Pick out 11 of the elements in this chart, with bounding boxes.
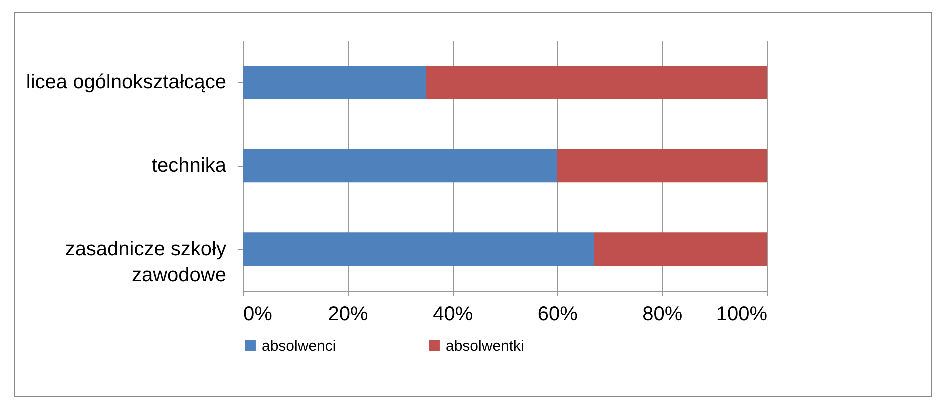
x-tick-label: 100% bbox=[716, 304, 768, 326]
legend-label: absolwentki bbox=[446, 338, 524, 355]
y-tick-label: zasadnicze szkoły zawodowe bbox=[65, 238, 226, 286]
y-tick-label: technika bbox=[152, 155, 228, 177]
x-tick-label: 40% bbox=[433, 304, 474, 326]
x-tick-label: 60% bbox=[538, 304, 578, 326]
x-tick-label: 20% bbox=[328, 304, 369, 326]
x-tick-label: 80% bbox=[642, 304, 683, 326]
y-tick-label: licea ogólnokształcące bbox=[26, 72, 226, 94]
x-tick-label: 0% bbox=[244, 304, 273, 326]
legend-label: absolwenci bbox=[262, 338, 336, 355]
